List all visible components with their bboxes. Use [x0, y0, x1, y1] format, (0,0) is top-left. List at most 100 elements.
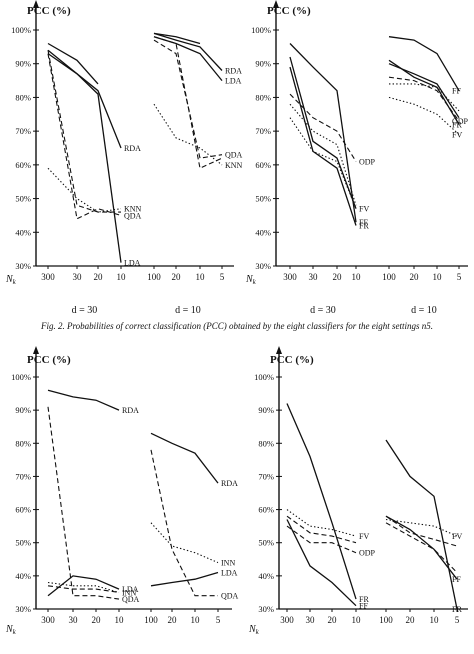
bottom-right-x-title: Nk: [248, 624, 260, 636]
bottom-right-series-label: FV: [359, 532, 369, 541]
bottom-right-y-tick-label: 40%: [258, 571, 274, 581]
top-left-x-tick-label: 10: [117, 272, 127, 282]
top-right-series-label: FV: [359, 205, 369, 214]
bottom-left-series-label: INN: [122, 588, 136, 597]
top-left-y-axis-arrow: [33, 0, 39, 8]
top-left-y-tick-label: 80%: [15, 92, 31, 102]
top-left-x-tick-label: 20: [172, 272, 182, 282]
top-right-y-tick-label: 40%: [255, 227, 271, 237]
bottom-right-y-tick-label: 80%: [258, 438, 274, 448]
top-right-series-unnamed-line: [289, 56, 357, 209]
top-left-panel-label: d = 30: [72, 305, 98, 316]
top-right-series-label: FF: [359, 218, 368, 227]
bottom-right-x-tick-label: 100: [379, 615, 393, 625]
top-left-series-lda-line: [47, 53, 122, 263]
top-left-series-rda-line: [153, 32, 223, 71]
top-right-series-ff-line: [388, 36, 460, 92]
top-left-series-unnamed-line: [153, 36, 223, 169]
top-left-series-label: QDA: [225, 151, 243, 160]
top-right-series-label: FF: [452, 87, 461, 96]
bottom-right-series-fv-line: [286, 509, 357, 537]
top-left-series-rda-line: [47, 49, 122, 149]
bottom-left-series-label: LDA: [221, 569, 238, 578]
bottom-left-y-tick-label: 60%: [15, 505, 31, 515]
top-left-y-tick-label: 70%: [15, 126, 31, 136]
bottom-left-series-label: QDA: [221, 592, 239, 601]
bottom-right-y-tick-label: 30%: [258, 604, 274, 614]
bottom-right-series-label: FR: [452, 605, 462, 614]
bottom-left-x-tick-label: 20: [168, 615, 178, 625]
top-left-y-tick-label: 40%: [15, 227, 31, 237]
top-right-x-tick-label: 300: [283, 272, 297, 282]
bottom-left-y-tick-label: 80%: [15, 438, 31, 448]
top-right-y-tick-label: 70%: [255, 126, 271, 136]
bottom-left-x-title: Nk: [5, 624, 17, 636]
top-left-y-tick-label: 50%: [15, 194, 31, 204]
bottom-left-series-label: LDA: [122, 585, 139, 594]
top-right-y-tick-label: 30%: [255, 261, 271, 271]
top-left-series-label: QDA: [124, 211, 142, 220]
top-right-series-ff-line: [289, 43, 357, 223]
top-left-x-tick-label: 100: [147, 272, 161, 282]
top-right-y-tick-label: 80%: [255, 92, 271, 102]
top-left-series-label: KNN: [225, 161, 243, 170]
bottom-right-series-unnamed-line: [385, 522, 458, 573]
top-left-series-label: LDA: [225, 77, 242, 86]
top-right-series-unnamed-line: [388, 63, 460, 119]
top-left-y-tick-label: 100%: [11, 25, 31, 35]
top-right-x-tick-label: 20: [333, 272, 343, 282]
top-left-series-qda-line: [47, 53, 122, 220]
bottom-left-series-qda-line: [150, 449, 218, 597]
bottom-right-series-fr-line: [385, 439, 458, 610]
top-right-series-unnamed-line: [389, 83, 460, 112]
bottom-right-x-tick-label: 10: [430, 615, 440, 625]
bottom-left-y-tick-label: 70%: [15, 471, 31, 481]
top-right-y-title: PCC (%): [267, 5, 311, 17]
bottom-left-series-qda-line: [47, 406, 120, 600]
top-left-y-tick-label: 30%: [15, 261, 31, 271]
top-right-series-odp-line: [388, 76, 460, 122]
bottom-left-y-tick-label: 100%: [11, 372, 31, 382]
top-left-series-knn-line: [47, 167, 122, 213]
bottom-left-x-tick-label: 100: [144, 615, 158, 625]
top-left-x-tick-label: 30: [73, 272, 83, 282]
bottom-left-series-rda-line: [47, 389, 120, 411]
figure-caption: Fig. 2. Probabilities of correct classif…: [40, 321, 434, 331]
bottom-left-series-lda-line: [47, 575, 120, 597]
bottom-right-series-label: FR: [359, 595, 369, 604]
top-right-series-fr-line: [289, 66, 357, 226]
bottom-left-y-tick-label: 50%: [15, 538, 31, 548]
top-left-series-unnamed-line: [47, 50, 121, 213]
top-left-series-label: LDA: [124, 259, 141, 268]
top-left-series-unnamed-line: [153, 32, 201, 45]
bottom-right-y-tick-label: 50%: [258, 538, 274, 548]
top-right-y-axis-arrow: [273, 0, 279, 8]
bottom-right-x-tick-label: 5: [455, 615, 460, 625]
top-right-y-tick-label: 100%: [251, 25, 271, 35]
bottom-left-series-unnamed-line: [47, 585, 120, 593]
top-left-series-label: KNN: [124, 205, 142, 214]
top-right-x-tick-label: 10: [352, 272, 362, 282]
top-left-x-title: Nk: [5, 274, 17, 286]
top-left-x-tick-label: 300: [41, 272, 55, 282]
bottom-right-x-tick-label: 30: [306, 615, 316, 625]
top-right-y-tick-label: 90%: [255, 59, 271, 69]
top-right-series-label: ODP: [452, 117, 469, 126]
bottom-right-y-tick-label: 100%: [254, 372, 274, 382]
top-left-y-tick-label: 90%: [15, 59, 31, 69]
top-right-x-tick-label: 30: [309, 272, 319, 282]
top-left-x-tick-label: 10: [196, 272, 206, 282]
bottom-right-series-unnamed-line: [385, 515, 458, 547]
bottom-left-y-tick-label: 90%: [15, 405, 31, 415]
bottom-right-x-tick-label: 20: [406, 615, 416, 625]
bottom-left-x-tick-label: 10: [115, 615, 125, 625]
top-right-x-tick-label: 10: [433, 272, 443, 282]
top-left-panel-label: d = 10: [175, 305, 201, 316]
bottom-right-y-axis-arrow: [276, 346, 282, 354]
top-right-x-tick-label: 100: [382, 272, 396, 282]
bottom-right-series-label: FF: [359, 602, 368, 611]
bottom-left-series-label: RDA: [122, 406, 139, 415]
bottom-left-series-inn-line: [150, 522, 219, 564]
top-left-x-tick-label: 5: [220, 272, 225, 282]
